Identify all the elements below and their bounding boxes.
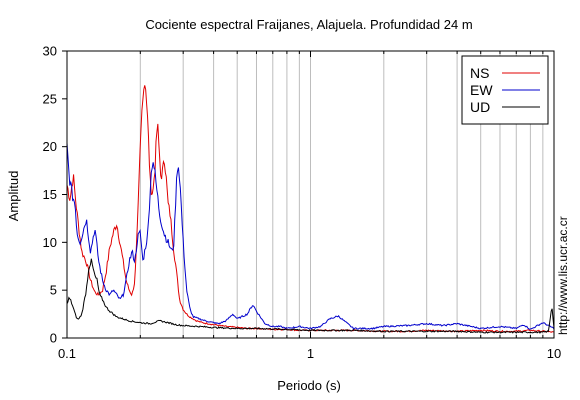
y-axis: 0 5 10 15 20 25 30 <box>43 44 67 346</box>
y-tick-label: 25 <box>43 91 57 106</box>
x-axis-label: Periodo (s) <box>277 378 341 393</box>
legend-label-ud: UD <box>470 99 490 115</box>
y-tick-label: 0 <box>50 331 57 346</box>
x-tick-label: 0.1 <box>58 346 76 361</box>
y-axis-label: Amplitud <box>6 171 21 222</box>
y-tick-label: 10 <box>43 235 57 250</box>
x-axis: 0.1 1 10 <box>58 51 561 361</box>
x-tick-label: 1 <box>307 346 314 361</box>
y-tick-label: 5 <box>50 283 57 298</box>
legend-label-ns: NS <box>470 65 489 81</box>
series-lines <box>67 85 554 334</box>
y-tick-label: 30 <box>43 44 57 59</box>
legend-label-ew: EW <box>470 82 493 98</box>
grid-lines <box>66 51 544 338</box>
x-tick-label: 10 <box>547 346 561 361</box>
series-line-ew <box>67 142 554 330</box>
chart-title: Cociente espectral Fraijanes, Alajuela. … <box>145 17 472 32</box>
y-tick-label: 20 <box>43 139 57 154</box>
series-line-ud <box>67 258 554 334</box>
credit-url: http://www.lis.ucr.ac.cr <box>556 216 570 335</box>
y-tick-label: 15 <box>43 187 57 202</box>
